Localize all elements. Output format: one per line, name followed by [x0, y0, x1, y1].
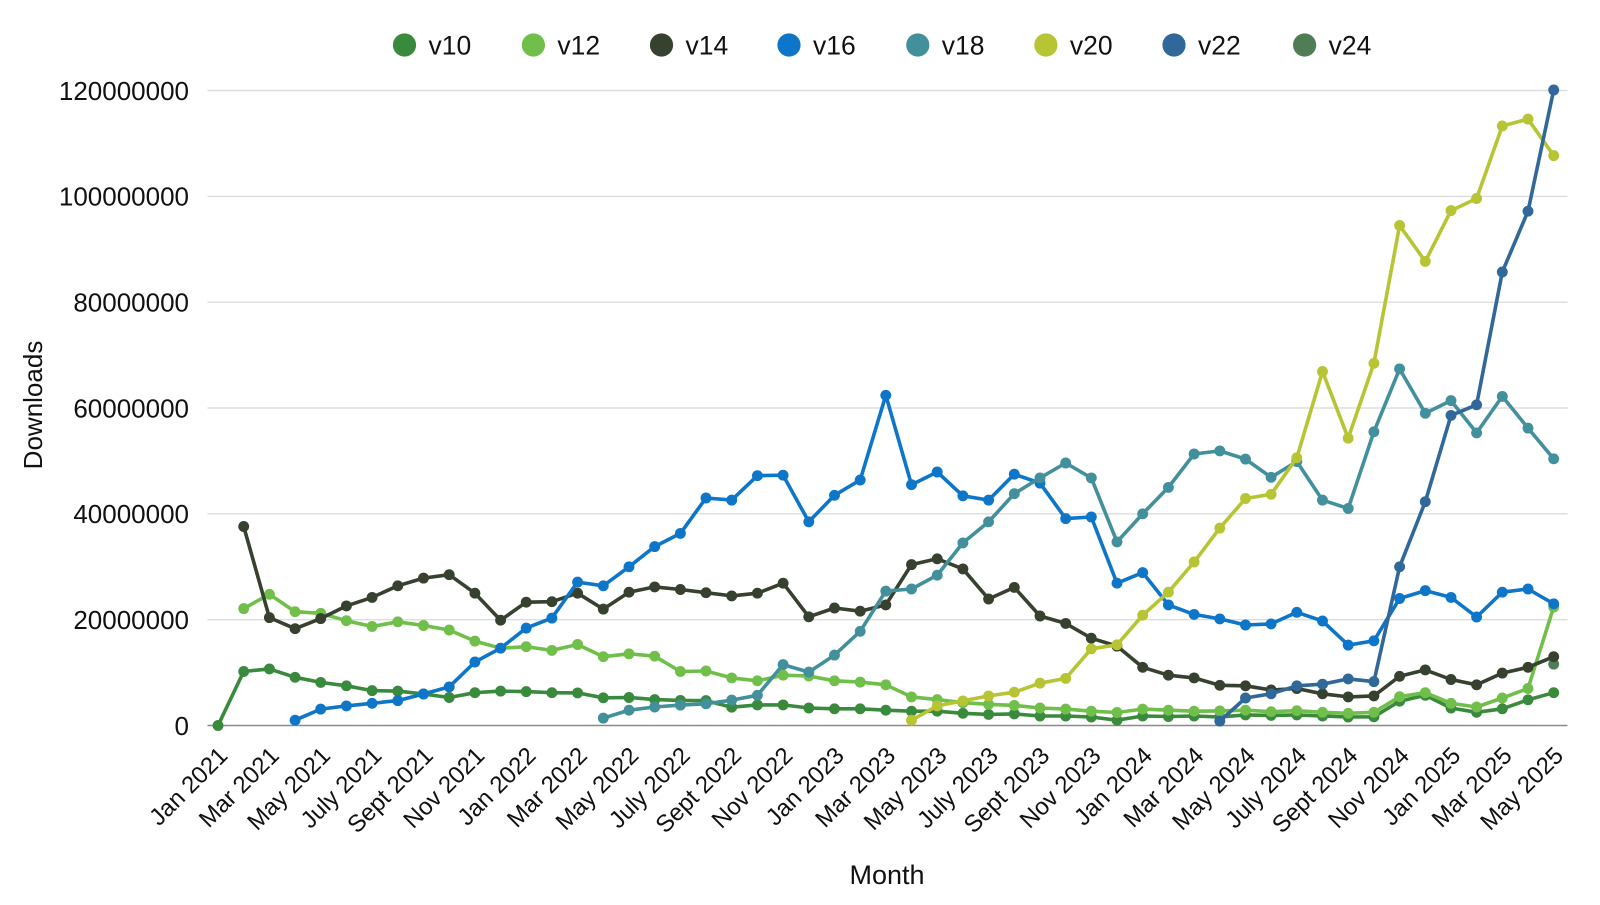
svg-text:Month: Month: [849, 860, 924, 890]
svg-text:v10: v10: [429, 31, 472, 61]
svg-text:60000000: 60000000: [73, 393, 189, 423]
svg-text:v24: v24: [1329, 31, 1372, 61]
svg-text:80000000: 80000000: [73, 288, 189, 318]
svg-text:v12: v12: [557, 31, 600, 61]
svg-text:v20: v20: [1070, 31, 1113, 61]
svg-text:0: 0: [175, 711, 189, 741]
svg-text:v14: v14: [686, 31, 729, 61]
svg-text:Downloads: Downloads: [18, 341, 48, 470]
svg-text:120000000: 120000000: [59, 76, 189, 106]
svg-text:40000000: 40000000: [73, 499, 189, 529]
svg-text:v22: v22: [1198, 31, 1241, 61]
svg-text:v16: v16: [813, 31, 856, 61]
svg-text:100000000: 100000000: [59, 182, 189, 212]
svg-text:v18: v18: [942, 31, 985, 61]
svg-text:20000000: 20000000: [73, 605, 189, 635]
